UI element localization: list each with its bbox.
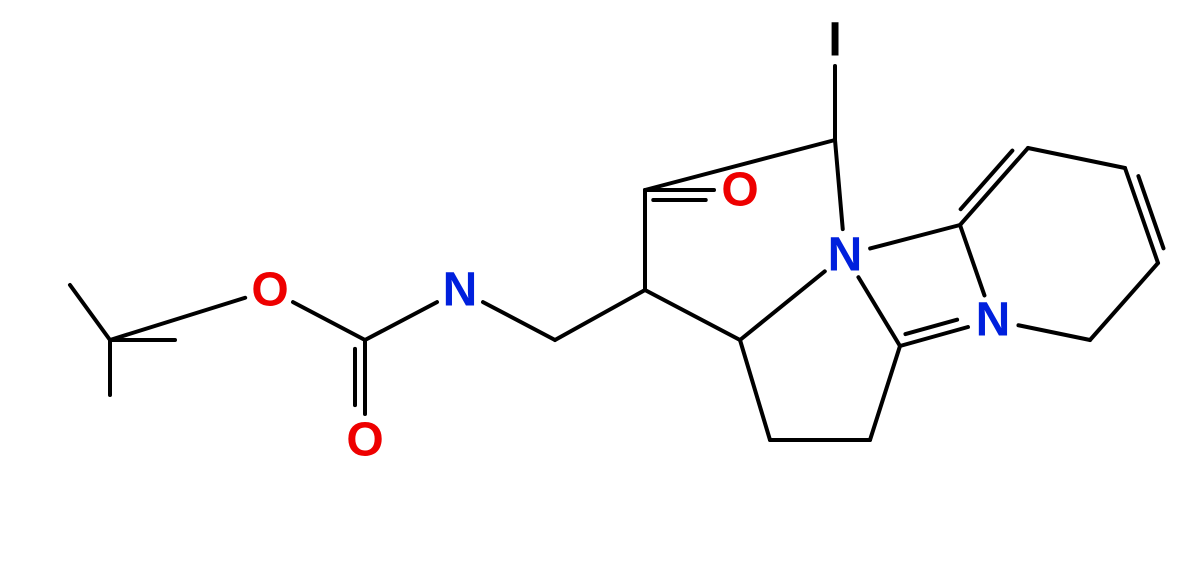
bond: [365, 302, 437, 340]
bond: [900, 327, 968, 346]
atom-label-n: N: [976, 294, 1011, 347]
bond: [835, 140, 843, 229]
bond: [645, 290, 740, 340]
atom-label-o: O: [721, 164, 758, 217]
bond: [110, 298, 245, 340]
bond: [870, 346, 900, 440]
bond: [1090, 263, 1158, 340]
bond: [1028, 148, 1125, 168]
bond: [960, 148, 1028, 225]
atom-label-n: N: [828, 229, 863, 282]
bond: [858, 277, 900, 346]
bond: [483, 302, 555, 340]
bond: [960, 225, 984, 295]
molecule-diagram: O O N O I N N: [0, 0, 1177, 566]
bond: [555, 290, 645, 340]
atom-label-o: O: [251, 264, 288, 317]
bond: [740, 271, 825, 340]
bond: [1018, 325, 1090, 340]
bond: [740, 340, 770, 440]
bond: [293, 302, 365, 340]
atom-label-i: I: [828, 14, 841, 67]
bond: [870, 225, 960, 248]
atom-label-o: O: [346, 414, 383, 467]
bond: [961, 151, 1013, 210]
bond: [70, 285, 110, 340]
atom-label-n: N: [443, 264, 478, 317]
